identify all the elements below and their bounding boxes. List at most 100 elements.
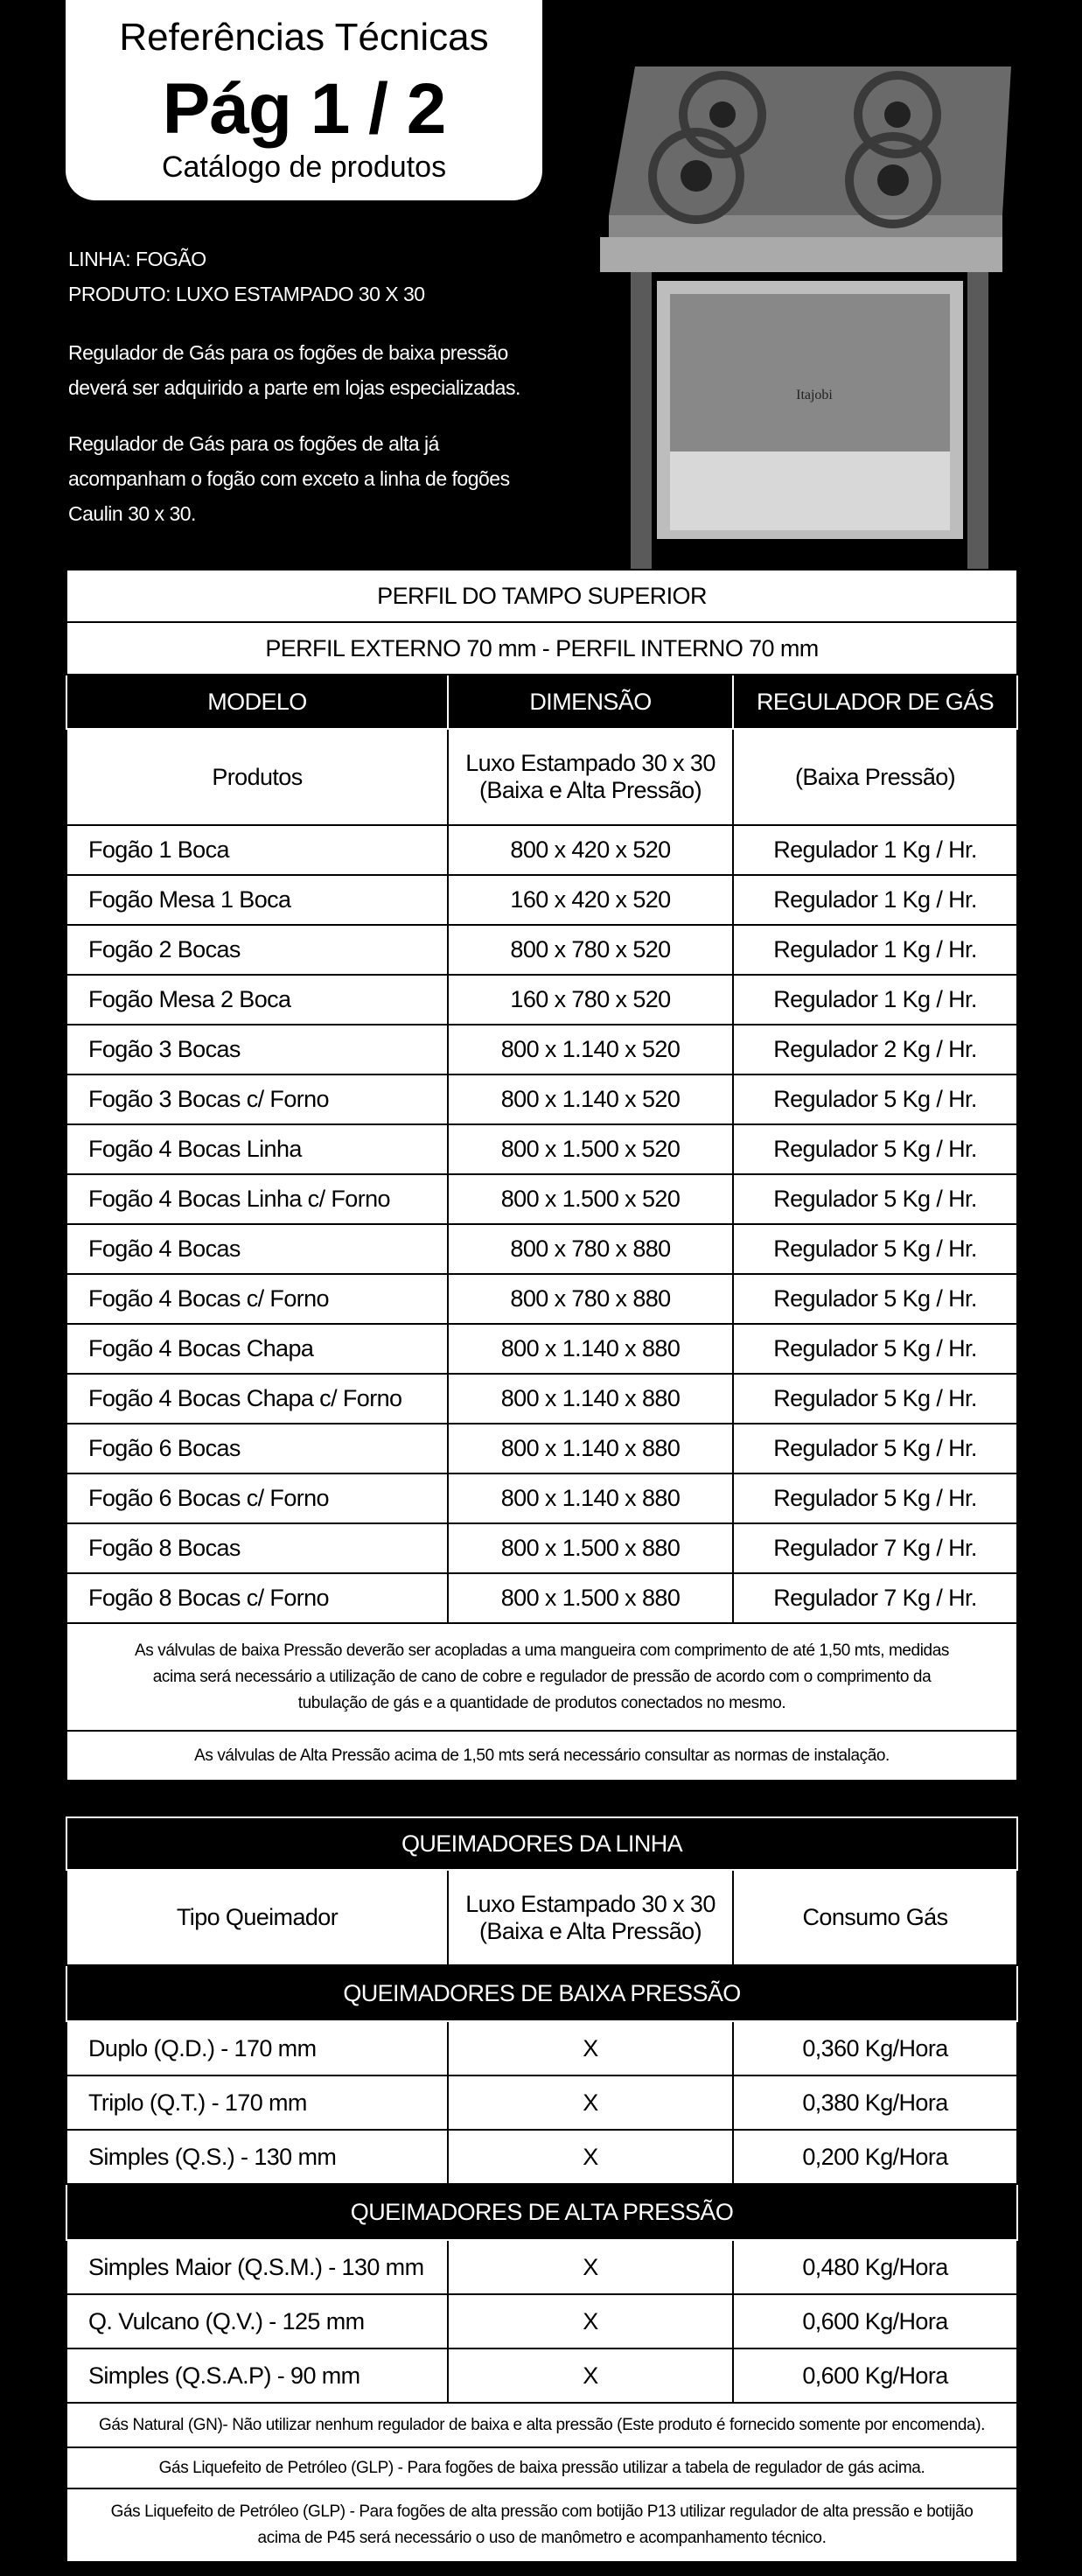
table-row: Fogão 3 Bocas c/ Forno 800 x 1.140 x 520 R… xyxy=(66,1074,1019,1125)
name-cell: Simples (Q.S.A.P) - 90 mm xyxy=(66,2348,449,2404)
value-cell: Regulador 7 Kg / Hr. xyxy=(731,1522,1019,1574)
value-cell: 800 x 1.140 x 880 xyxy=(447,1473,734,1524)
value-cell: Regulador 1 Kg / Hr. xyxy=(731,974,1019,1026)
value-cell: 0,360 Kg/Hora xyxy=(731,2020,1019,2076)
value-cell: 800 x 1.500 x 880 xyxy=(447,1572,734,1624)
name-cell: Fogão 4 Bocas c/ Forno xyxy=(66,1273,449,1325)
value-cell: 800 x 780 x 880 xyxy=(447,1223,734,1275)
value-cell: 800 x 1.140 x 880 xyxy=(447,1423,734,1474)
value-cell: Regulador 1 Kg / Hr. xyxy=(731,874,1019,926)
stove-product-image: Itajobi xyxy=(600,66,1011,570)
table-row: Fogão 1 Boca 800 x 420 x 520 Regulador 1 K… xyxy=(66,824,1019,876)
table-row: Fogão 6 Bocas 800 x 1.140 x 880 Regulador … xyxy=(66,1423,1019,1474)
value-cell: Regulador 5 Kg / Hr. xyxy=(731,1323,1019,1375)
text-line: (Baixa e Alta Pressão) xyxy=(479,777,702,803)
subheader-produtos: Produtos xyxy=(66,728,449,826)
value-cell: X xyxy=(447,2348,734,2404)
value-cell: 0,600 Kg/Hora xyxy=(731,2293,1019,2349)
table-row: Fogão 8 Bocas 800 x 1.500 x 880 Regulador … xyxy=(66,1522,1019,1574)
text-line: Luxo Estampado 30 x 30 xyxy=(465,750,716,776)
value-cell: 800 x 1.140 x 880 xyxy=(447,1373,734,1424)
line-label: LINHA: FOGÃO xyxy=(68,248,206,270)
name-cell: Simples (Q.S.) - 130 mm xyxy=(66,2129,449,2185)
value-cell: Regulador 7 Kg / Hr. xyxy=(731,1572,1019,1624)
subheader-regulador: (Baixa Pressão) xyxy=(731,728,1019,826)
name-cell: Duplo (Q.D.) - 170 mm xyxy=(66,2020,449,2076)
table-row: Fogão 4 Bocas Chapa 800 x 1.140 x 880 Regu… xyxy=(66,1323,1019,1375)
name-cell: Fogão 2 Bocas xyxy=(66,924,449,976)
column-header-dimensao: DIMENSÃO xyxy=(447,674,734,730)
text-line: deverá ser adquirido a parte em lojas es… xyxy=(68,376,520,399)
table-row: Fogão Mesa 2 Boca 160 x 780 x 520 Regulado… xyxy=(66,974,1019,1026)
name-cell: Fogão 4 Bocas Linha c/ Forno xyxy=(66,1173,449,1225)
value-cell: 800 x 1.500 x 880 xyxy=(447,1522,734,1574)
table-row: Fogão 2 Bocas 800 x 780 x 520 Regulador 1 … xyxy=(66,924,1019,976)
name-cell: Fogão 8 Bocas c/ Forno xyxy=(66,1572,449,1624)
table-title: PERFIL DO TAMPO SUPERIOR xyxy=(65,569,1019,623)
page-subtitle: Catálogo de produtos xyxy=(161,150,447,184)
table-row: Fogão 6 Bocas c/ Forno 800 x 1.140 x 880 R… xyxy=(66,1473,1019,1524)
page-number: Pág 1 / 2 xyxy=(162,69,447,149)
value-cell: Regulador 1 Kg / Hr. xyxy=(731,924,1019,976)
value-cell: Regulador 5 Kg / Hr. xyxy=(731,1124,1019,1175)
name-cell: Fogão 4 Bocas Linha xyxy=(66,1124,449,1175)
value-cell: Regulador 5 Kg / Hr. xyxy=(731,1223,1019,1275)
table-row: Fogão 8 Bocas c/ Forno 800 x 1.500 x 880 R… xyxy=(66,1572,1019,1624)
high-pressure-section: QUEIMADORES DE ALTA PRESSÃO xyxy=(65,2183,1019,2241)
name-cell: Fogão 6 Bocas xyxy=(66,1423,449,1474)
name-cell: Fogão 3 Bocas xyxy=(66,1024,449,1075)
name-cell: Fogão Mesa 2 Boca xyxy=(66,974,449,1026)
value-cell: 800 x 780 x 880 xyxy=(447,1273,734,1325)
name-cell: Fogão Mesa 1 Boca xyxy=(66,874,449,926)
value-cell: X xyxy=(447,2075,734,2131)
column-header-consumo: Consumo Gás xyxy=(731,1869,1019,1966)
name-cell: Triplo (Q.T.) - 170 mm xyxy=(66,2075,449,2131)
text-line: Caulin 30 x 30. xyxy=(68,502,196,525)
low-pressure-section: QUEIMADORES DE BAIXA PRESSÃO xyxy=(65,1964,1019,2022)
value-cell: 160 x 420 x 520 xyxy=(447,874,734,926)
value-cell: 0,480 Kg/Hora xyxy=(731,2239,1019,2295)
low-pressure-paragraph: Regulador de Gás para os fogões de baixa… xyxy=(68,335,520,405)
value-cell: 800 x 1.140 x 880 xyxy=(447,1323,734,1375)
column-header-tipo: Tipo Queimador xyxy=(66,1869,449,1966)
subheader-dimensao: Luxo Estampado 30 x 30 (Baixa e Alta Pres… xyxy=(447,728,734,826)
glp-low-note: Gás Liquefeito de Petróleo (GLP) - Para … xyxy=(65,2446,1019,2489)
table-row: Fogão 4 Bocas c/ Forno 800 x 780 x 880 Reg… xyxy=(66,1273,1019,1325)
table-subtitle: PERFIL EXTERNO 70 mm - PERFIL INTERNO 70… xyxy=(65,621,1019,676)
value-cell: 800 x 1.500 x 520 xyxy=(447,1124,734,1175)
page-title: Referências Técnicas xyxy=(119,16,489,59)
value-cell: Regulador 5 Kg / Hr. xyxy=(731,1173,1019,1225)
table-row: Fogão 4 Bocas Linha c/ Forno 800 x 1.500 … xyxy=(66,1173,1019,1225)
text-line: acompanham o fogão com exceto a linha de… xyxy=(68,467,510,490)
product-label: PRODUTO: LUXO ESTAMPADO 30 X 30 xyxy=(68,283,425,305)
name-cell: Fogão 4 Bocas xyxy=(66,1223,449,1275)
value-cell: X xyxy=(447,2020,734,2076)
column-header-regulador: REGULADOR DE GÁS xyxy=(731,674,1019,730)
table-row: Simples (Q.S.A.P) - 90 mm X 0,600 Kg/Hora xyxy=(66,2348,1019,2404)
name-cell: Fogão 1 Boca xyxy=(66,824,449,876)
text-line: Regulador de Gás para os fogões de baixa… xyxy=(68,341,508,364)
column-header-modelo: MODELO xyxy=(66,674,449,730)
value-cell: 800 x 420 x 520 xyxy=(447,824,734,876)
value-cell: Regulador 1 Kg / Hr. xyxy=(731,824,1019,876)
name-cell: Q. Vulcano (Q.V.) - 125 mm xyxy=(66,2293,449,2349)
value-cell: 800 x 1.500 x 520 xyxy=(447,1173,734,1225)
table-row: Simples (Q.S.) - 130 mm X 0,200 Kg/Hora xyxy=(66,2129,1019,2185)
brand-logo: Itajobi xyxy=(796,388,833,402)
text-line: Luxo Estampado 30 x 30 xyxy=(465,1890,716,1917)
value-cell: 0,380 Kg/Hora xyxy=(731,2075,1019,2131)
column-header-luxo: Luxo Estampado 30 x 30 (Baixa e Alta Pres… xyxy=(447,1869,734,1966)
table-row: Fogão 4 Bocas Chapa c/ Forno 800 x 1.140 … xyxy=(66,1373,1019,1424)
high-pressure-paragraph: Regulador de Gás para os fogões de alta … xyxy=(68,426,510,531)
value-cell: 800 x 1.140 x 520 xyxy=(447,1024,734,1075)
value-cell: 800 x 780 x 520 xyxy=(447,924,734,976)
table-row: Fogão 3 Bocas 800 x 1.140 x 520 Regulador … xyxy=(66,1024,1019,1075)
value-cell: X xyxy=(447,2293,734,2349)
value-cell: X xyxy=(447,2129,734,2185)
burners-table: QUEIMADORES DA LINHA Tipo Queimador Luxo… xyxy=(65,1816,1019,2563)
text-line: Regulador de Gás para os fogões de alta … xyxy=(68,432,439,455)
value-cell: 800 x 1.140 x 520 xyxy=(447,1074,734,1125)
name-cell: Fogão 6 Bocas c/ Forno xyxy=(66,1473,449,1524)
value-cell: Regulador 2 Kg / Hr. xyxy=(731,1024,1019,1075)
high-pressure-note: As válvulas de Alta Pressão acima de 1,5… xyxy=(65,1730,1019,1782)
